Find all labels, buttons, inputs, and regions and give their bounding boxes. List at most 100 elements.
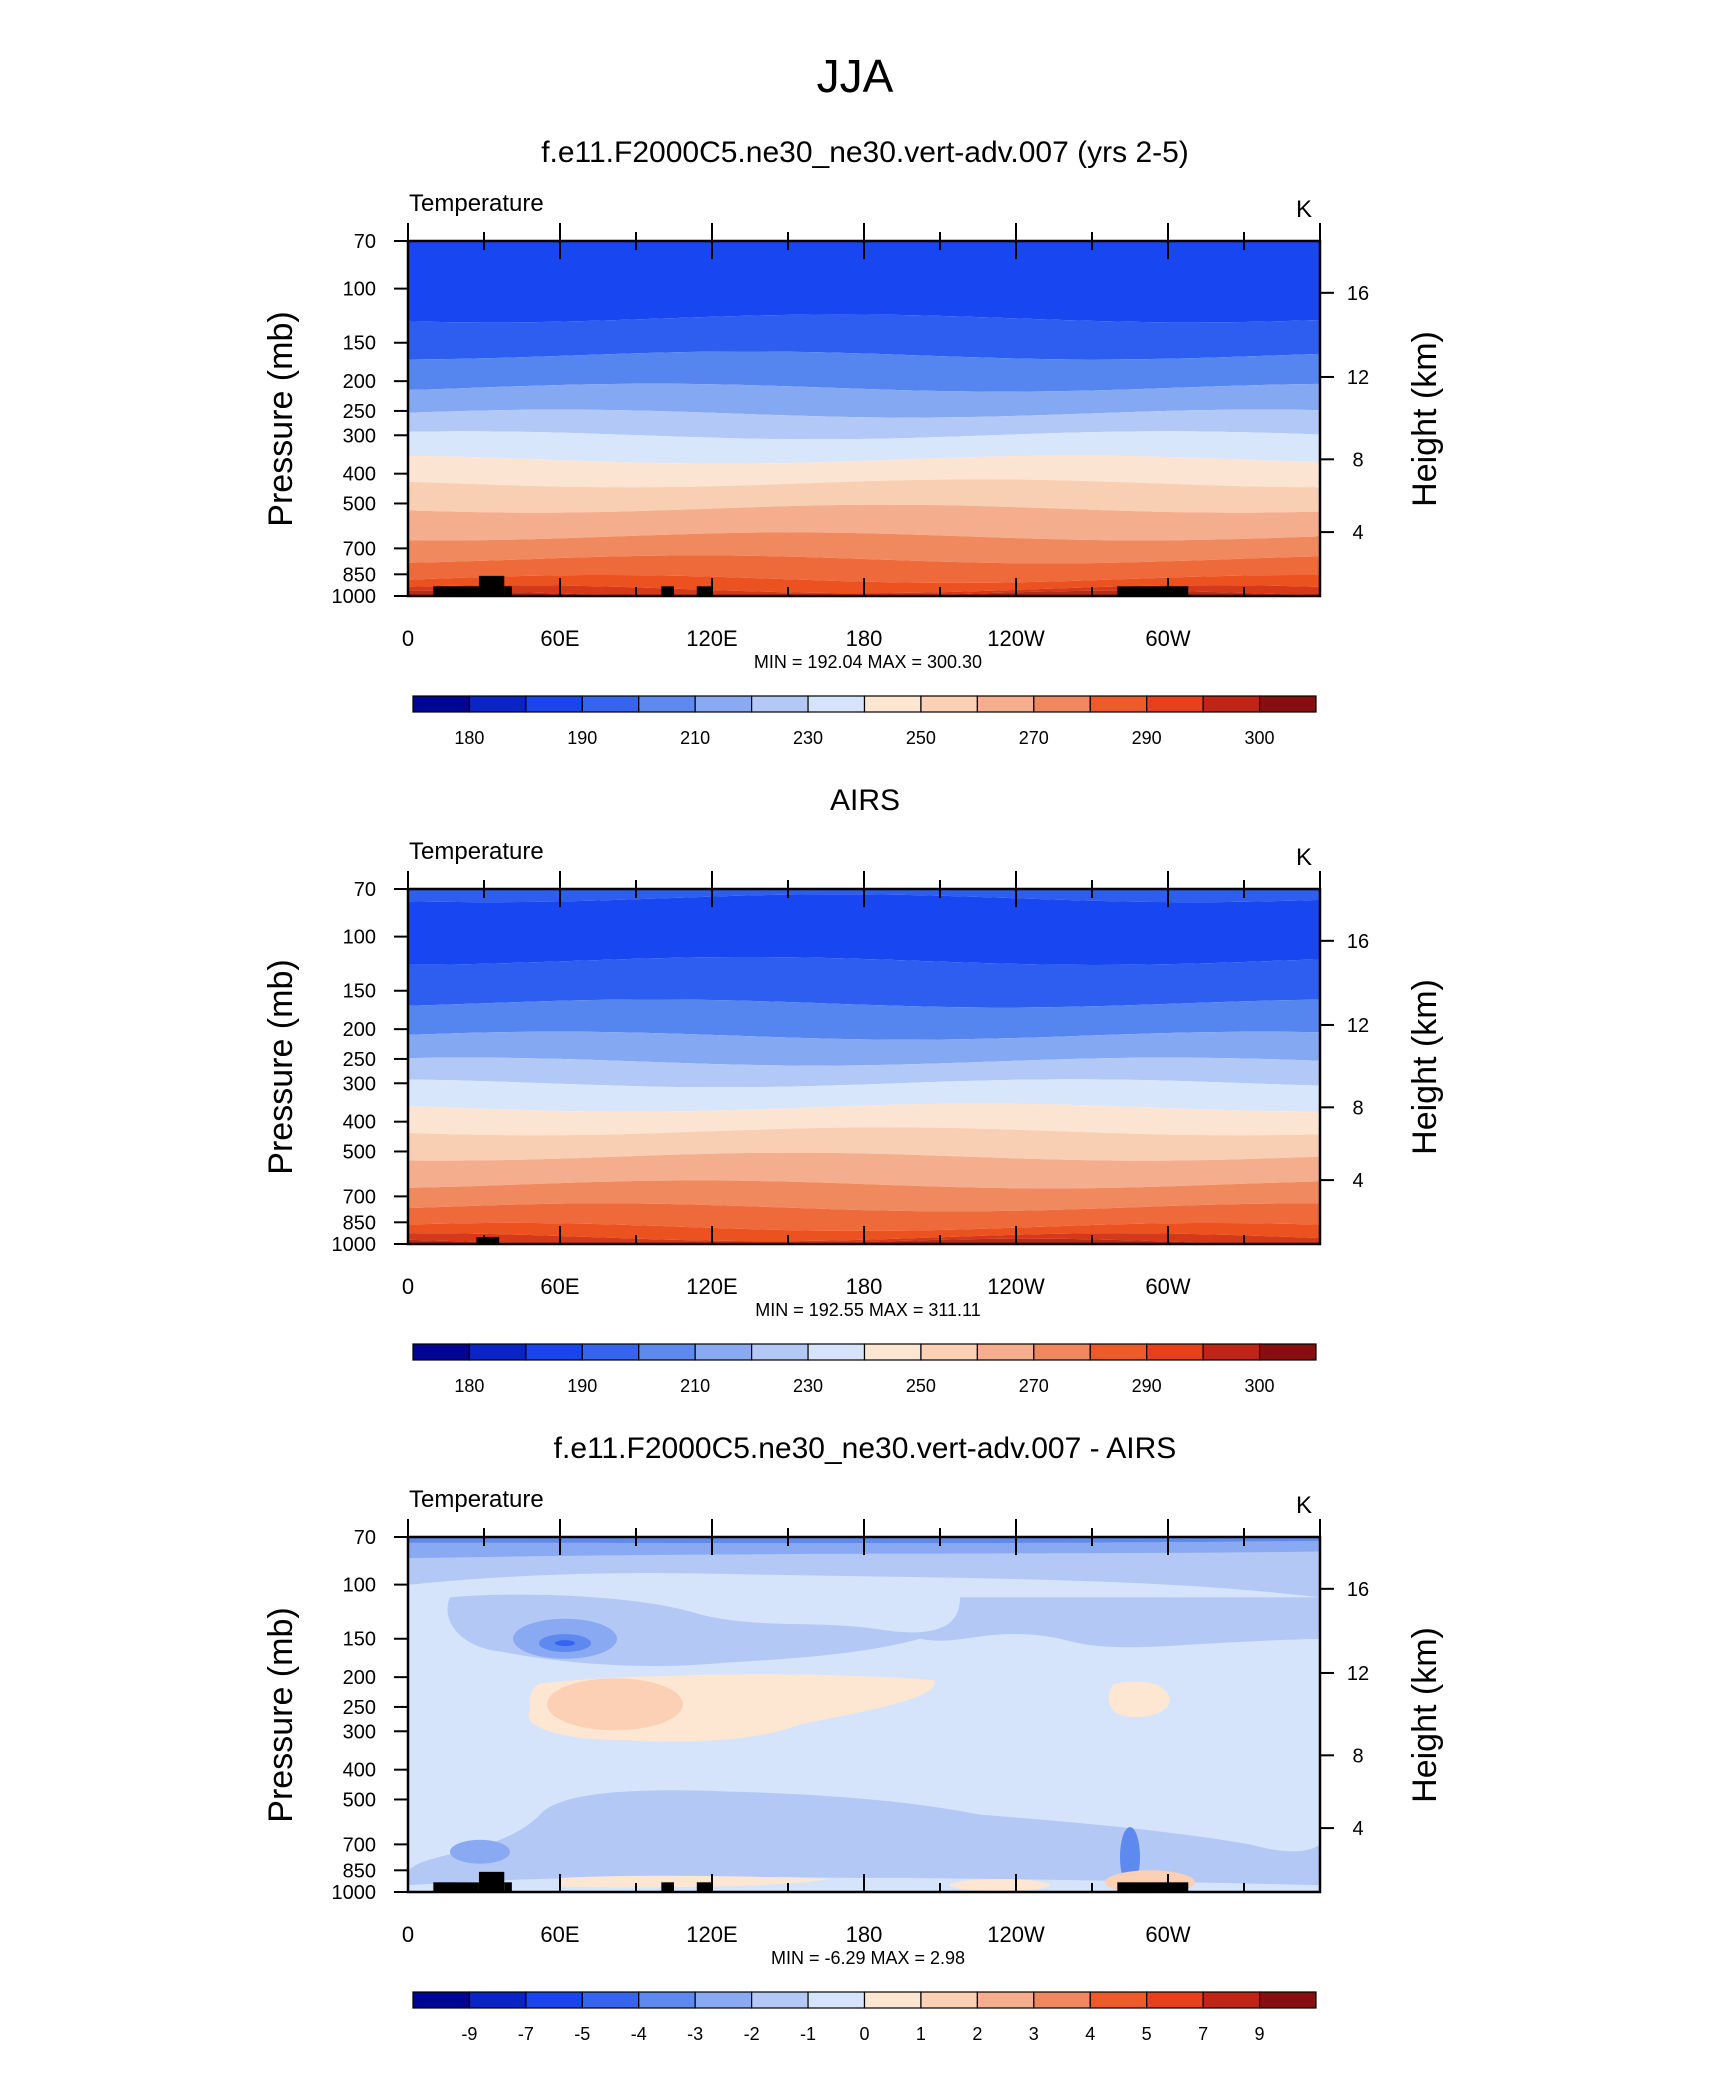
terrain-mask: [661, 1882, 674, 1892]
contour-band: [408, 1031, 1320, 1066]
colorbar-label: 7: [1198, 2024, 1208, 2044]
x-tick-label: 120W: [987, 1274, 1045, 1299]
colorbar-label: -4: [631, 2024, 647, 2044]
variable-label: Temperature: [409, 838, 544, 865]
colorbar-label: 0: [859, 2024, 869, 2044]
panel-title: f.e11.F2000C5.ne30_ne30.vert-adv.007 (yr…: [541, 136, 1189, 169]
y-tick-label: 300: [343, 425, 376, 447]
contour-field: [408, 1537, 1320, 1892]
terrain-mask: [696, 586, 712, 596]
contour-anomaly: [950, 1879, 1050, 1892]
y2-axis-label: Height (km): [1406, 979, 1444, 1155]
colorbar-swatch: [412, 695, 471, 713]
colorbar-label: 290: [1132, 728, 1162, 748]
colorbar-swatch: [1258, 695, 1317, 713]
terrain-mask: [433, 586, 479, 596]
contour-anomaly: [450, 1839, 510, 1864]
colorbar-label: 180: [454, 1376, 484, 1396]
y-tick-label: 700: [343, 1834, 376, 1856]
colorbar-label: 300: [1245, 1376, 1275, 1396]
units-label: K: [1296, 196, 1312, 223]
contour-band: [408, 1127, 1320, 1161]
colorbar-label: 4: [1085, 2024, 1095, 2044]
y-tick-label: 70: [354, 879, 376, 901]
y-tick-label: 700: [343, 538, 376, 560]
x-tick-label: 0: [402, 1922, 414, 1947]
contour-band: [408, 1103, 1320, 1136]
colorbar-label: 250: [906, 1376, 936, 1396]
page-title: JJA: [817, 50, 894, 102]
contour-band: [408, 1152, 1320, 1189]
y-tick-label: 300: [343, 1073, 376, 1095]
y-tick-label: 250: [343, 1697, 376, 1719]
colorbar-swatch: [1146, 1991, 1204, 2009]
terrain-mask: [661, 586, 674, 596]
contour-band: [408, 479, 1320, 513]
terrain-mask: [696, 1882, 712, 1892]
y2-axis-label: Height (km): [1406, 1627, 1444, 1803]
colorbar-swatch: [581, 695, 640, 713]
contour-band: [408, 351, 1320, 392]
colorbar-label: 180: [454, 728, 484, 748]
contour-band: [408, 409, 1320, 440]
colorbar-swatch: [525, 1343, 583, 1361]
x-tick-label: 180: [846, 626, 883, 651]
colorbar-label: 9: [1255, 2024, 1265, 2044]
contour-band: [408, 504, 1320, 541]
y-axis-label: Pressure (mb): [262, 1607, 300, 1822]
contour-anomaly: [547, 1678, 683, 1731]
colorbar-swatch: [638, 695, 696, 713]
colorbar-swatch: [751, 695, 809, 713]
y-tick-label: 850: [343, 1212, 376, 1234]
terrain-mask: [504, 1882, 512, 1892]
contour-panel-1: f.e11.F2000C5.ne30_ne30.vert-adv.007 (yr…: [262, 136, 1444, 748]
colorbar-label: -9: [461, 2024, 477, 2044]
colorbar-swatch: [1033, 1991, 1091, 2009]
contour-band: [408, 894, 1320, 965]
y-tick-label: 70: [354, 231, 376, 253]
contour-band: [408, 241, 1320, 323]
y-tick-label: 100: [343, 279, 376, 301]
y-tick-label: 1000: [332, 1882, 377, 1904]
colorbar-label: 210: [680, 728, 710, 748]
contour-band: [408, 314, 1320, 360]
y-tick-label: 100: [343, 927, 376, 949]
colorbar-label: -7: [518, 2024, 534, 2044]
colorbar-swatch: [525, 695, 583, 713]
contour-field: [408, 241, 1320, 596]
contour-band: [408, 1790, 1320, 1886]
y-tick-label: 200: [343, 1667, 376, 1689]
y2-tick-label: 12: [1347, 1663, 1369, 1685]
units-label: K: [1296, 844, 1312, 871]
colorbar-swatch: [1202, 1991, 1261, 2009]
colorbar-label: 1: [916, 2024, 926, 2044]
colorbar-label: -1: [800, 2024, 816, 2044]
colorbar-label: 300: [1245, 728, 1275, 748]
y-tick-label: 200: [343, 1019, 376, 1041]
terrain-mask: [1117, 586, 1189, 596]
colorbar-label: 230: [793, 1376, 823, 1396]
x-tick-label: 120E: [686, 1274, 737, 1299]
colorbar-swatch: [468, 1991, 527, 2009]
terrain-mask: [476, 1237, 500, 1244]
colorbar-swatch: [412, 1343, 471, 1361]
y-axis-label: Pressure (mb): [262, 959, 300, 1174]
colorbar-label: 5: [1142, 2024, 1152, 2044]
panels-container: f.e11.F2000C5.ne30_ne30.vert-adv.007 (yr…: [262, 136, 1444, 2044]
y2-tick-label: 8: [1352, 449, 1363, 471]
colorbar-swatch: [1258, 1991, 1317, 2009]
colorbar-label: 270: [1019, 728, 1049, 748]
colorbar-swatch: [1202, 695, 1261, 713]
colorbar-swatch: [412, 1991, 471, 2009]
colorbar-swatch: [638, 1991, 696, 2009]
colorbar-label: 190: [567, 1376, 597, 1396]
panel-title: f.e11.F2000C5.ne30_ne30.vert-adv.007 - A…: [554, 1432, 1177, 1465]
x-tick-label: 60W: [1145, 1922, 1190, 1947]
x-tick-label: 120E: [686, 626, 737, 651]
contour-band: [408, 956, 1320, 1008]
contour-band: [408, 1079, 1320, 1112]
terrain-mask: [1117, 1882, 1189, 1892]
contour-anomaly: [1108, 1681, 1170, 1718]
colorbar-label: 190: [567, 728, 597, 748]
